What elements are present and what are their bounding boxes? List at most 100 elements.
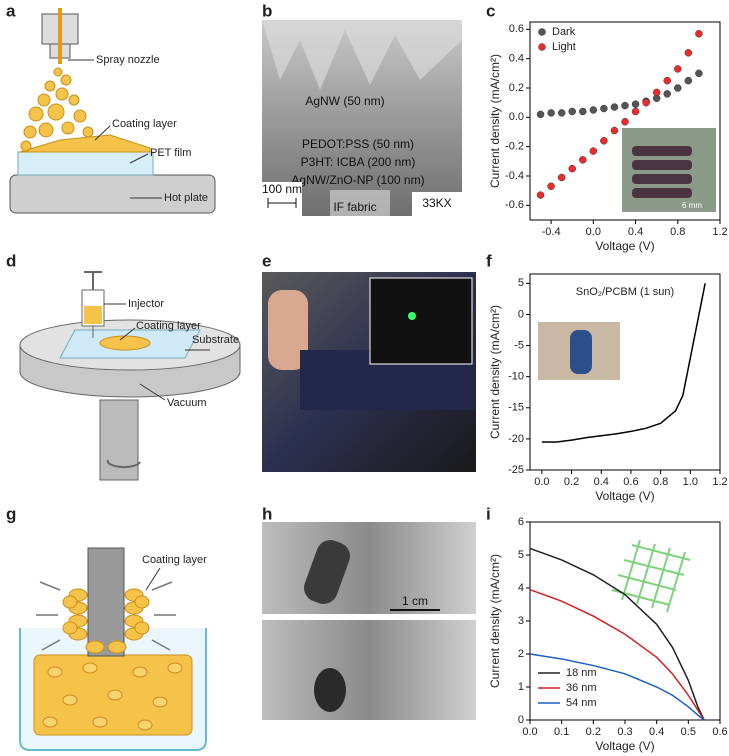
- x-tick-label: 0.8: [653, 476, 668, 488]
- y-tick-label: -20: [508, 433, 524, 445]
- panel-label: e: [262, 251, 271, 270]
- droplets: [20, 67, 94, 152]
- inset-label: 6 mm: [682, 201, 702, 210]
- point: [674, 84, 682, 92]
- point: [600, 104, 608, 113]
- point: [600, 137, 608, 145]
- layer-label: P3HT: ICBA (200 nm): [301, 155, 416, 169]
- y-tick-label: -0.2: [505, 141, 524, 153]
- coating: [99, 335, 151, 351]
- leader: [145, 567, 161, 591]
- point: [642, 98, 650, 107]
- label: Spray nozzle: [96, 54, 160, 66]
- point: [557, 173, 566, 182]
- y-tick-label: 0: [518, 714, 524, 726]
- legend-swatch: [538, 43, 546, 51]
- label: Coating layer: [142, 554, 207, 566]
- texture: [330, 190, 390, 216]
- y-tick-label: 0.4: [509, 53, 524, 65]
- legend-label: Light: [552, 41, 576, 53]
- shaft: [99, 399, 139, 481]
- x-tick-label: 0.6: [712, 726, 727, 738]
- point: [568, 164, 576, 173]
- leader: [94, 125, 111, 141]
- spin-diagram: Injector Coating layer Substrate Vacuum: [19, 271, 241, 481]
- photo: [262, 620, 476, 720]
- legend-label: Dark: [552, 26, 576, 38]
- x-tick-label: 1.0: [683, 476, 698, 488]
- leader: [139, 383, 166, 401]
- y-tick-label: 2: [518, 648, 524, 660]
- y-axis-title: Current density (mA/cm²): [488, 54, 502, 188]
- legend-label: 54 nm: [566, 697, 597, 709]
- fibers: [632, 146, 692, 198]
- layer-label: IF fabric: [333, 200, 376, 214]
- line: [529, 653, 705, 721]
- point: [684, 49, 693, 57]
- y-tick-label: -15: [508, 402, 524, 414]
- layer-label: PEDOT:PSS (50 nm): [302, 137, 414, 151]
- x-tick-label: 0.0: [586, 226, 601, 238]
- spray-diagram: Spray nozzle Coating layer PET film Hot …: [9, 8, 216, 214]
- y-tick-label: 0: [518, 308, 524, 320]
- leader: [119, 327, 136, 341]
- x-tick-label: 1.2: [712, 476, 727, 488]
- y-tick-label: 5: [518, 549, 524, 561]
- x-tick-label: -0.4: [542, 226, 561, 238]
- panel-label: i: [486, 504, 491, 523]
- point: [589, 106, 598, 114]
- panel-label: c: [486, 1, 495, 20]
- mesh-inset: [611, 539, 691, 613]
- x-tick-label: 0.0: [534, 476, 549, 488]
- point: [631, 100, 640, 108]
- legend-swatch: [538, 28, 546, 36]
- line: [529, 547, 705, 721]
- layer-label: AgNW/ZnO-NP (100 nm): [291, 173, 424, 187]
- point: [579, 107, 587, 116]
- y-axis-title: Current density (mA/cm²): [488, 554, 502, 688]
- rod: [87, 547, 125, 657]
- point: [621, 101, 629, 110]
- texture: [262, 20, 462, 90]
- panel-label: f: [486, 251, 492, 270]
- arrows: [36, 581, 176, 651]
- label: Coating layer: [136, 320, 201, 332]
- point: [547, 182, 555, 191]
- x-axis-title: Voltage (V): [595, 739, 654, 753]
- y-tick-label: 0.2: [509, 82, 524, 94]
- x-tick-label: 0.4: [628, 226, 643, 238]
- coating: [19, 134, 151, 153]
- y-tick-label: -0.6: [505, 199, 524, 211]
- x-tick-label: 1.2: [712, 226, 727, 238]
- point: [684, 76, 693, 85]
- label: Coating layer: [112, 118, 177, 130]
- line: [529, 588, 705, 721]
- y-axis-title: Current density (mA/cm²): [488, 305, 502, 439]
- x-tick-label: 0.3: [617, 726, 632, 738]
- point: [695, 69, 703, 78]
- sem-image: AgNW (50 nm) PEDOT:PSS (50 nm) P3HT: ICB…: [262, 20, 462, 216]
- y-tick-label: 3: [518, 615, 524, 627]
- hand: [268, 290, 308, 370]
- x-axis-title: Voltage (V): [595, 489, 654, 503]
- scale-bar-label: 100 nm: [262, 182, 302, 196]
- photo: [262, 522, 476, 614]
- x-tick-label: 0.4: [649, 726, 664, 738]
- fabric: [314, 668, 346, 712]
- point: [536, 110, 545, 119]
- label: Hot plate: [164, 192, 208, 204]
- x-tick-label: 0.6: [623, 476, 638, 488]
- inset: [369, 277, 473, 365]
- y-tick-label: -10: [508, 371, 524, 383]
- panel-label: d: [6, 251, 16, 270]
- panel-label: a: [6, 1, 16, 20]
- led: [408, 312, 416, 320]
- point: [674, 65, 682, 73]
- y-tick-label: 6: [518, 516, 524, 528]
- y-tick-label: -25: [508, 464, 524, 476]
- x-tick-label: 0.8: [670, 226, 685, 238]
- panel-label: h: [262, 504, 272, 523]
- magnification: 33KX: [422, 196, 451, 210]
- point: [589, 147, 598, 155]
